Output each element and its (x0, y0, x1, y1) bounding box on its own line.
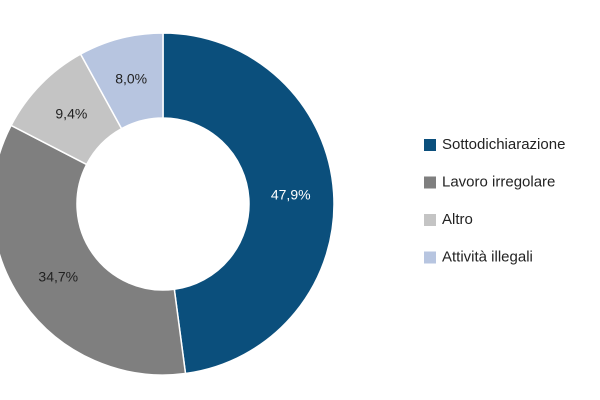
data-label: 34,7% (38, 268, 78, 284)
donut-slice (79, 32, 164, 130)
data-label: 9,4% (55, 105, 87, 121)
legend-label: Attività illegali (442, 248, 533, 265)
legend-swatch (424, 214, 436, 226)
legend-swatch (424, 176, 436, 189)
donut-slice (162, 32, 335, 375)
legend-swatch (424, 139, 436, 151)
legend-label: Lavoro irregolare (442, 173, 555, 190)
legend-label: Sottodichiarazione (442, 136, 565, 153)
legend-label: Altro (442, 211, 473, 228)
data-label: 8,0% (115, 71, 147, 87)
legend-swatch (424, 251, 436, 264)
data-label: 47,9% (271, 186, 311, 202)
donut-slice (0, 124, 187, 376)
